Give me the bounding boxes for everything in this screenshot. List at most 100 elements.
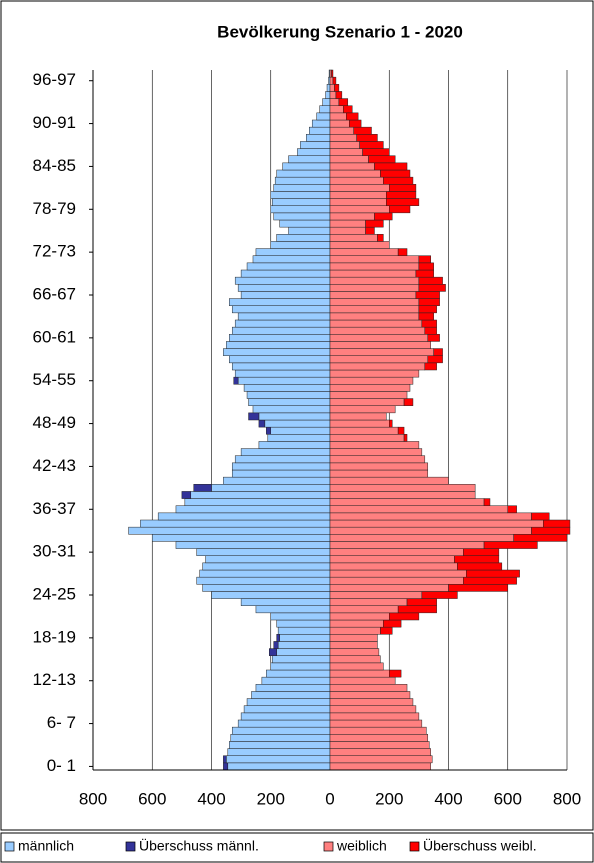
bar [329, 512, 532, 521]
bar [276, 619, 331, 628]
legend-label: männlich [18, 838, 74, 854]
bar [226, 341, 331, 349]
bar [276, 169, 331, 178]
bar [229, 334, 331, 342]
legend-label: Überschuss weibl. [423, 837, 537, 854]
bar [288, 226, 331, 235]
bar [329, 248, 399, 256]
bar [415, 291, 440, 299]
bar [329, 641, 378, 649]
bar [329, 455, 426, 464]
bar [329, 234, 378, 242]
bar [329, 412, 387, 421]
bar [227, 762, 331, 771]
bar [246, 391, 331, 399]
bar [202, 562, 331, 571]
bar [255, 684, 331, 692]
bar [252, 405, 331, 414]
bar [418, 305, 437, 314]
y-tick-label: 72-73 [33, 242, 76, 261]
bar [329, 326, 426, 335]
bar [356, 134, 378, 142]
bar [271, 198, 331, 206]
bar [418, 298, 440, 306]
bar [237, 719, 331, 728]
bar [329, 141, 360, 149]
bar [255, 248, 331, 256]
bar [386, 198, 420, 206]
bar [270, 662, 331, 671]
bar [157, 512, 331, 521]
bar [329, 469, 429, 478]
bar [365, 219, 384, 228]
bar [128, 526, 331, 535]
legend-swatch [409, 841, 420, 852]
bar [329, 262, 420, 271]
bar [258, 419, 266, 428]
bar [270, 205, 331, 214]
bar [246, 698, 331, 706]
bar [273, 184, 331, 192]
bar [325, 91, 331, 99]
bar [329, 148, 363, 156]
bar [237, 376, 331, 385]
bar [389, 205, 411, 214]
bar [152, 534, 331, 542]
chart-title: Bevölkerung Szenario 1 - 2020 [217, 22, 463, 41]
bar [205, 555, 331, 564]
bar [316, 112, 331, 121]
y-tick-label: 78-79 [33, 199, 76, 218]
bar [343, 105, 353, 114]
bar [329, 119, 350, 128]
bar [329, 376, 414, 385]
bar [329, 312, 420, 321]
bar [531, 526, 571, 535]
bar [226, 755, 331, 764]
y-tick-label: 66-67 [33, 284, 76, 303]
bar [223, 348, 331, 356]
bar [252, 255, 331, 264]
bar [329, 384, 411, 392]
bar [329, 184, 390, 192]
bar [329, 226, 366, 235]
y-tick-label: 90-91 [33, 113, 76, 132]
bar [329, 112, 347, 121]
bar [329, 391, 408, 399]
bar [329, 612, 390, 621]
bar [237, 284, 331, 292]
bar [507, 505, 517, 514]
bar [269, 648, 277, 656]
bar [463, 548, 500, 556]
bar [329, 634, 378, 642]
bar [418, 262, 434, 271]
bar [329, 526, 532, 535]
bar [329, 705, 417, 714]
bar [229, 355, 331, 364]
bar [329, 276, 420, 285]
bar [329, 569, 467, 578]
bar [231, 469, 331, 478]
bar [329, 619, 384, 628]
bar [329, 305, 420, 314]
bar [329, 98, 340, 106]
bar [403, 398, 414, 406]
bar [380, 169, 411, 178]
bar [368, 155, 396, 164]
bar [329, 448, 423, 456]
bar [329, 591, 423, 599]
bar [211, 591, 331, 599]
bar [329, 198, 387, 206]
bar [353, 126, 372, 135]
bar [279, 634, 331, 642]
y-tick-label: 30-31 [33, 542, 76, 561]
bar [389, 612, 420, 621]
bar [329, 76, 334, 85]
bar [329, 576, 464, 585]
bar [329, 662, 384, 671]
bar [483, 498, 491, 506]
bar [258, 441, 331, 449]
bar [181, 491, 192, 499]
bar [418, 312, 434, 321]
bar [403, 434, 408, 442]
legend-label: Überschuss männl. [139, 837, 259, 854]
